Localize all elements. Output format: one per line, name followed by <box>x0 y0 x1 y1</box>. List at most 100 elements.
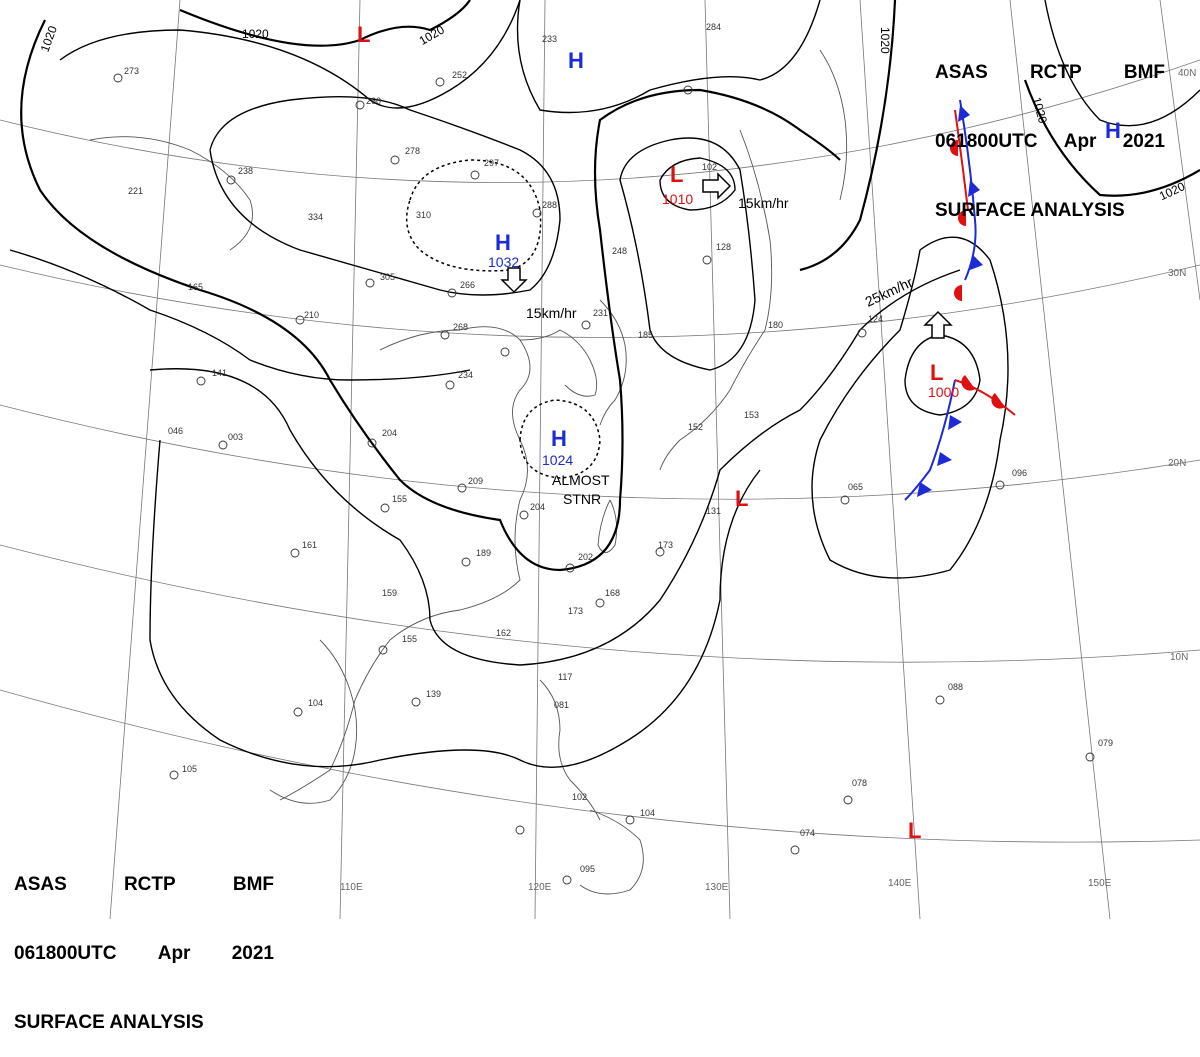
station-pressure-value: 079 <box>1098 738 1113 748</box>
annotation-line2: STNR <box>563 491 601 507</box>
isobar-pacific-outer <box>811 236 1009 579</box>
latitude-label: 30N <box>1168 268 1186 279</box>
station-pressure-value: 209 <box>468 476 483 486</box>
warm-front-semicircle <box>958 210 966 226</box>
station-circle <box>581 320 591 330</box>
warm-front-semicircle <box>961 375 975 391</box>
station-circle <box>515 825 525 835</box>
parallel-0 <box>0 689 1200 843</box>
station-circle <box>595 598 605 608</box>
station-circle <box>519 510 529 520</box>
isobar-east-top <box>1044 0 1200 127</box>
station-circle <box>565 563 575 573</box>
isobar-1012-korea <box>659 157 736 211</box>
latitude-label: 10N <box>1170 652 1188 663</box>
header-bottom-left: ASAS RCTP BMF 061800UTC Apr 2021 SURFACE… <box>14 827 274 1057</box>
cold-front-triangle <box>948 415 962 430</box>
latitude-label: 20N <box>1168 458 1186 469</box>
station-circle <box>226 175 236 185</box>
parallel-30n <box>0 264 1200 338</box>
station-pressure-value: 104 <box>640 808 655 818</box>
map-background <box>0 0 1200 919</box>
station-circle <box>702 255 712 265</box>
isobar-north-b <box>516 0 821 114</box>
station-circle <box>113 73 123 83</box>
station-pressure-value: 095 <box>580 864 595 874</box>
header-region: ASAS <box>935 62 988 83</box>
isobar-1016-a <box>9 249 471 381</box>
isobar-1020-right <box>799 0 897 272</box>
warm-front-north <box>954 109 969 211</box>
latitude-label: 40N <box>1178 68 1196 79</box>
station-values: 273 252 260 233 284 221 238 278 297 334 310 288 305 2… <box>124 22 1113 874</box>
cold-front-triangle <box>958 105 970 122</box>
cold-front-triangle <box>970 255 983 270</box>
station-circle <box>169 770 179 780</box>
header-code: BMF <box>232 874 274 895</box>
speed-label-center: 15km/hr <box>526 305 577 321</box>
station-pressure-value: 124 <box>868 314 883 324</box>
station-pressure-value: 104 <box>308 698 323 708</box>
low-korea-symbol: L <box>670 162 683 187</box>
station-pressure-value: 128 <box>716 242 731 252</box>
station-circle <box>447 288 457 298</box>
station-pressure-value: 234 <box>458 370 473 380</box>
coast-japan <box>659 129 773 471</box>
station-pressure-value: 139 <box>426 689 441 699</box>
station-circle <box>790 845 800 855</box>
header-region: ASAS <box>14 874 67 895</box>
cold-front-triangle <box>937 452 952 466</box>
station-pressure-value: 131 <box>706 506 721 516</box>
station-pressure-value: 297 <box>484 158 499 168</box>
cold-front-triangle <box>968 180 980 197</box>
station-pressure-value: 096 <box>1012 468 1027 478</box>
station-pressure-value: 252 <box>452 70 467 80</box>
low-pacific-value: 1000 <box>928 384 959 400</box>
isobar-north-a <box>59 0 521 109</box>
meridian-130e <box>704 0 731 919</box>
station-pressure-value: 231 <box>593 308 608 318</box>
isobar-1016-korea <box>619 137 756 371</box>
header-time: 061800UTC <box>935 131 1038 152</box>
arrow-right-icon <box>702 172 732 200</box>
meridian-100e <box>109 0 181 919</box>
header-line2: 061800UTC Apr 2021 <box>14 942 274 965</box>
station-circle <box>295 315 305 325</box>
header-title: SURFACE ANALYSIS <box>14 1012 204 1033</box>
station-pressure-value: 248 <box>612 246 627 256</box>
station-pressure-value: 238 <box>238 166 253 176</box>
station-pressure-value: 074 <box>800 828 815 838</box>
station-pressure-value: 189 <box>476 548 491 558</box>
station-pressure-value: 102 <box>702 162 717 172</box>
coast-china <box>279 326 531 801</box>
pressure-symbols: H H H 1032 H 1024 L L 1010 L 1000 L L <box>357 22 1121 843</box>
station-circle <box>390 155 400 165</box>
station-circle <box>380 503 390 513</box>
station-pressure-value: 288 <box>542 200 557 210</box>
station-pressure-value: 260 <box>366 96 381 106</box>
station-pressure-value: 046 <box>168 426 183 436</box>
stationary-annotation: ALMOST STNR <box>552 472 610 507</box>
station-circle <box>683 85 693 95</box>
isobar-label: 1020 <box>1030 95 1051 125</box>
warm-front-semicircle <box>950 140 958 156</box>
isobars <box>9 0 1200 768</box>
coast-indochina <box>269 639 358 804</box>
header-month: Apr <box>157 943 191 964</box>
station-pressure-value: 161 <box>302 540 317 550</box>
station-circle <box>378 645 388 655</box>
isobar-1024-loop <box>209 95 561 296</box>
station-pressure-value: 180 <box>768 320 783 330</box>
station-pressure-value: 152 <box>688 422 703 432</box>
speed-label-korea: 15km/hr <box>738 195 789 211</box>
graticule <box>0 0 1200 919</box>
station-pressure-value: 105 <box>182 764 197 774</box>
station-pressure-value: 153 <box>744 410 759 420</box>
coast-luzon <box>539 679 601 821</box>
high-1032-contour <box>405 159 542 272</box>
station-pressure-value: 202 <box>578 552 593 562</box>
station-pressure-value: 165 <box>188 282 203 292</box>
station-circle <box>500 347 510 357</box>
high-north-symbol: H <box>568 48 584 73</box>
isobar-1020-top <box>179 0 471 47</box>
